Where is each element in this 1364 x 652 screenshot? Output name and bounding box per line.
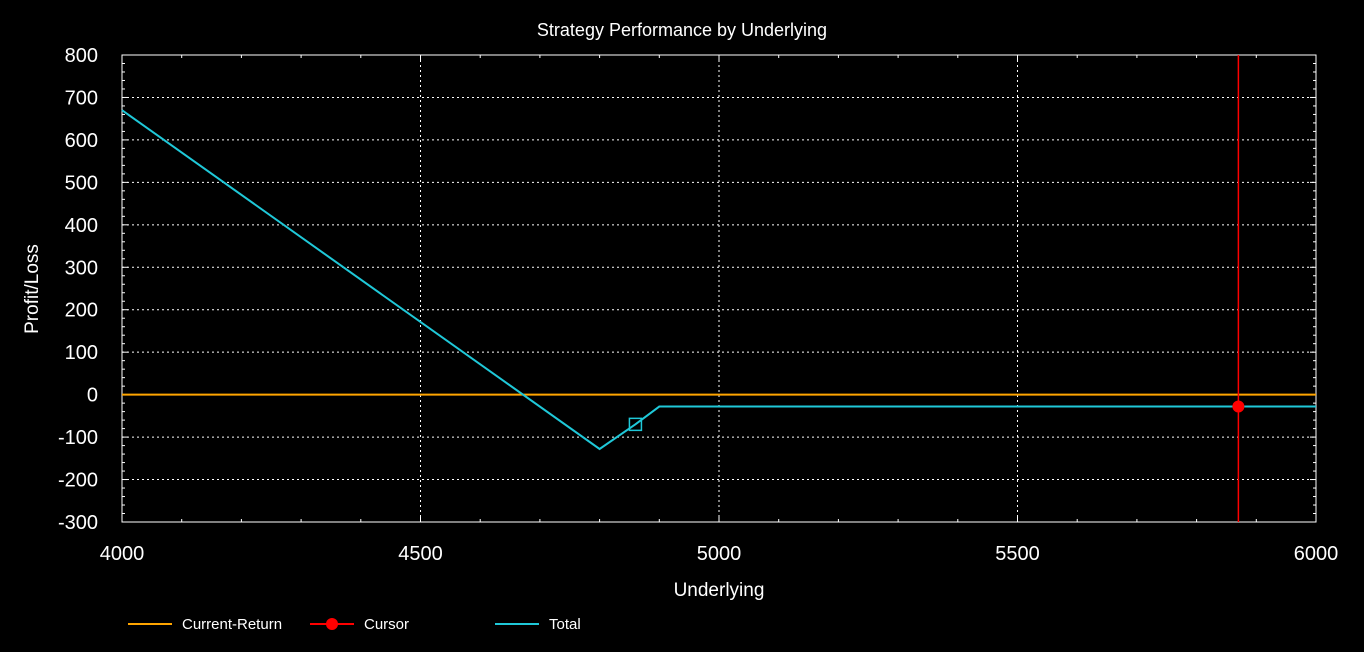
legend-item-current-return: Current-Return (128, 616, 282, 633)
legend-item-cursor: Cursor (310, 616, 409, 633)
x-tick-label: 5000 (697, 543, 742, 565)
legend: Current-Return Cursor Total (128, 616, 581, 633)
x-tick-labels: 4000 4500 5000 5500 6000 (100, 543, 1339, 565)
series-line-total (121, 109, 1316, 451)
y-tick-label: 500 (65, 172, 98, 194)
cursor-layer[interactable] (1232, 55, 1245, 522)
y-tick-label: 700 (65, 87, 98, 109)
x-tick-label: 4000 (100, 543, 145, 565)
legend-item-total: Total (495, 616, 581, 633)
x-tick-label: 6000 (1294, 543, 1339, 565)
chart-title: Strategy Performance by Underlying (537, 20, 827, 40)
legend-label-total: Total (549, 616, 581, 633)
cursor-dot (1232, 400, 1245, 413)
legend-label-cursor: Cursor (364, 616, 409, 633)
series-layer (121, 109, 1316, 451)
y-tick-labels: -300 -200 -100 0 100 200 300 400 500 600 700 800 (58, 45, 98, 534)
y-tick-label: 600 (65, 130, 98, 152)
y-tick-label: 100 (65, 342, 98, 364)
plot-frame (121, 54, 1317, 523)
y-tick-label: -100 (58, 427, 98, 449)
x-tick-label: 5500 (995, 543, 1040, 565)
x-axis-label: Underlying (674, 580, 765, 601)
y-tick-label: -200 (58, 470, 98, 492)
grid (122, 55, 1316, 522)
x-tick-label: 4500 (398, 543, 443, 565)
y-tick-label: -300 (58, 512, 98, 534)
legend-dot-cursor (326, 618, 338, 630)
y-tick-label: 400 (65, 215, 98, 237)
y-tick-label: 0 (87, 385, 98, 407)
legend-label-current-return: Current-Return (182, 616, 282, 633)
y-tick-label: 800 (65, 45, 98, 67)
y-axis-label: Profit/Loss (22, 244, 43, 334)
series-marker-total (628, 417, 643, 432)
y-tick-label: 300 (65, 257, 98, 279)
y-tick-label: 200 (65, 300, 98, 322)
